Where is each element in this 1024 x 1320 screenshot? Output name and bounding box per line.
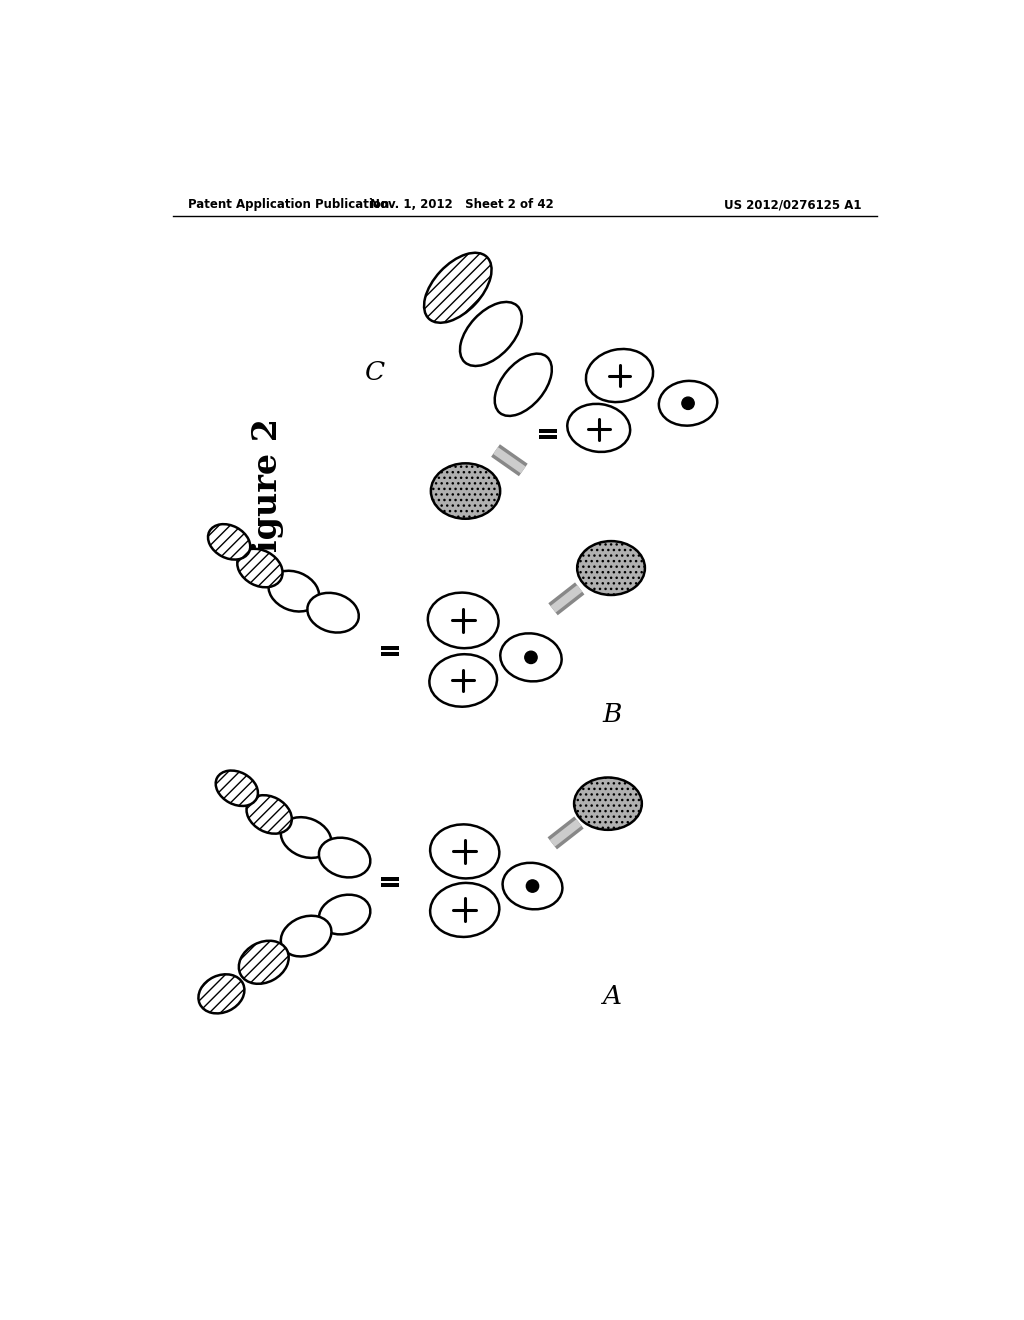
- Bar: [381, 878, 399, 880]
- Ellipse shape: [307, 593, 358, 632]
- Ellipse shape: [430, 825, 500, 878]
- Ellipse shape: [460, 302, 522, 366]
- Ellipse shape: [658, 381, 717, 425]
- Text: C: C: [366, 360, 385, 385]
- Ellipse shape: [281, 817, 332, 858]
- Ellipse shape: [281, 916, 332, 957]
- Bar: [539, 436, 557, 440]
- Ellipse shape: [318, 895, 371, 935]
- Circle shape: [526, 880, 539, 892]
- Ellipse shape: [318, 838, 371, 878]
- Ellipse shape: [574, 777, 642, 830]
- Ellipse shape: [431, 463, 500, 519]
- Ellipse shape: [586, 348, 653, 403]
- Ellipse shape: [567, 404, 630, 451]
- Ellipse shape: [238, 549, 283, 587]
- Ellipse shape: [503, 863, 562, 909]
- Text: US 2012/0276125 A1: US 2012/0276125 A1: [724, 198, 861, 211]
- Text: Nov. 1, 2012   Sheet 2 of 42: Nov. 1, 2012 Sheet 2 of 42: [370, 198, 554, 211]
- Ellipse shape: [247, 795, 292, 834]
- Ellipse shape: [199, 974, 245, 1014]
- Ellipse shape: [208, 524, 250, 560]
- Ellipse shape: [578, 541, 645, 595]
- Bar: [381, 647, 399, 649]
- Text: Patent Application Publication: Patent Application Publication: [188, 198, 389, 211]
- Text: A: A: [602, 983, 622, 1008]
- Ellipse shape: [495, 354, 552, 416]
- Ellipse shape: [430, 883, 500, 937]
- Bar: [539, 429, 557, 433]
- Bar: [381, 883, 399, 887]
- Ellipse shape: [216, 771, 258, 807]
- Ellipse shape: [268, 570, 319, 611]
- Ellipse shape: [429, 655, 497, 706]
- Text: B: B: [602, 702, 622, 727]
- Bar: [381, 652, 399, 656]
- Ellipse shape: [501, 634, 561, 681]
- Text: Figure 2: Figure 2: [251, 418, 284, 577]
- Ellipse shape: [239, 941, 289, 983]
- Ellipse shape: [428, 593, 499, 648]
- Circle shape: [525, 651, 538, 664]
- Circle shape: [682, 397, 694, 409]
- Ellipse shape: [424, 252, 492, 323]
